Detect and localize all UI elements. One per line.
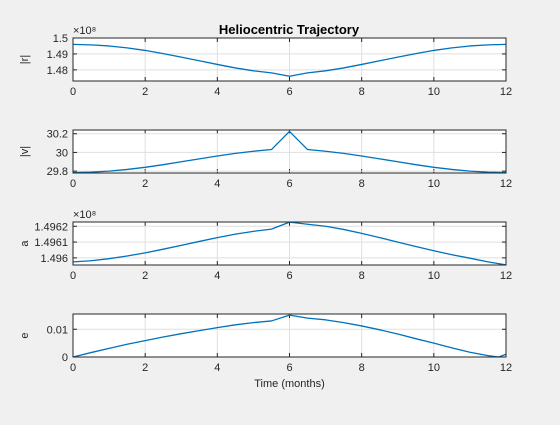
x-tick-label: 10 [428, 362, 440, 374]
axis-exponent-label: ×10⁸ [73, 209, 96, 221]
x-tick-label: 8 [359, 270, 365, 282]
x-tick-label: 6 [286, 362, 292, 374]
x-tick-label: 8 [359, 362, 365, 374]
series-line [72, 43, 507, 77]
x-tick-label: 4 [214, 86, 220, 98]
subplot-4: 0 2 4 6 8 10 12 0 0.01 e Time (months) [19, 313, 512, 390]
y-tick-label: 1.4961 [34, 237, 68, 249]
subplot-2: 0 2 4 6 8 10 12 29.8 30 30.2 |v| [19, 129, 512, 190]
axes-box [72, 221, 507, 266]
x-tick-label: 2 [142, 270, 148, 282]
x-tick-label: 2 [142, 178, 148, 190]
chart-title: Heliocentric Trajectory [219, 22, 360, 37]
y-axis-label: |r| [19, 55, 31, 64]
x-tick-label: 10 [428, 86, 440, 98]
x-tick-label: 8 [359, 178, 365, 190]
x-tick-label: 10 [428, 178, 440, 190]
series-line [72, 130, 507, 174]
x-tick-label: 12 [500, 178, 512, 190]
y-tick-label: 1.496 [40, 253, 68, 265]
x-tick-label: 4 [214, 270, 220, 282]
series-line [72, 314, 507, 358]
y-axis-label: e [19, 332, 31, 338]
y-axis-label: a [19, 240, 31, 247]
x-tick-label: 4 [214, 178, 220, 190]
x-tick-label: 0 [70, 86, 76, 98]
axes-box [72, 37, 507, 82]
axes-box [72, 129, 507, 174]
y-tick-label: 0 [62, 352, 68, 364]
y-tick-label: 30 [56, 147, 68, 159]
x-tick-label: 2 [142, 86, 148, 98]
x-tick-label: 6 [286, 178, 292, 190]
subplot-1: 0 2 4 6 8 10 12 1.48 1.49 1.5 |r| ×10⁸ [19, 25, 512, 98]
x-tick-label: 2 [142, 362, 148, 374]
x-tick-label: 0 [70, 362, 76, 374]
x-tick-label: 0 [70, 270, 76, 282]
x-tick-label: 4 [214, 362, 220, 374]
x-tick-label: 12 [500, 362, 512, 374]
y-tick-label: 1.48 [47, 65, 68, 77]
y-tick-label: 1.4962 [34, 221, 68, 233]
axes-box [72, 313, 507, 358]
y-tick-label: 1.5 [53, 33, 68, 45]
y-tick-label: 29.8 [47, 166, 68, 178]
x-tick-label: 6 [286, 86, 292, 98]
y-tick-label: 0.01 [47, 324, 68, 336]
y-tick-label: 1.49 [47, 49, 68, 61]
x-tick-label: 10 [428, 270, 440, 282]
x-axis-label: Time (months) [254, 378, 325, 390]
x-tick-label: 0 [70, 178, 76, 190]
y-axis-label: |v| [19, 146, 31, 157]
y-tick-label: 30.2 [47, 129, 68, 141]
x-tick-label: 12 [500, 86, 512, 98]
x-tick-label: 6 [286, 270, 292, 282]
x-tick-label: 8 [359, 86, 365, 98]
x-tick-label: 12 [500, 270, 512, 282]
axis-exponent-label: ×10⁸ [73, 25, 96, 37]
